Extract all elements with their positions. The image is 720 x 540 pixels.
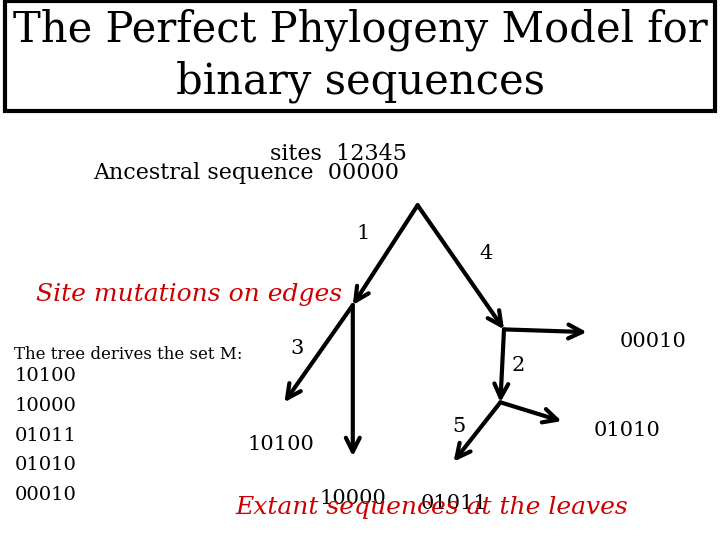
Text: The Perfect Phylogeny Model for
binary sequences: The Perfect Phylogeny Model for binary s…: [13, 8, 707, 103]
Text: Extant sequences at the leaves: Extant sequences at the leaves: [235, 496, 629, 519]
Text: 10000: 10000: [320, 489, 386, 508]
Text: 2: 2: [511, 356, 525, 375]
Text: 01011: 01011: [420, 494, 487, 513]
Text: Site mutations on edges: Site mutations on edges: [36, 283, 342, 306]
Text: 01010: 01010: [594, 421, 661, 440]
Text: 01010: 01010: [14, 456, 76, 474]
Text: 4: 4: [480, 244, 492, 264]
Text: 1: 1: [357, 224, 370, 243]
Text: 00010: 00010: [619, 332, 686, 351]
Text: 3: 3: [290, 339, 304, 358]
Text: 10100: 10100: [14, 367, 76, 385]
Text: 5: 5: [452, 417, 466, 436]
Text: 10000: 10000: [14, 397, 76, 415]
Text: 00010: 00010: [14, 486, 76, 504]
Text: 10100: 10100: [248, 435, 314, 454]
Text: The tree derives the set M:: The tree derives the set M:: [14, 346, 243, 362]
Text: Ancestral sequence  00000: Ancestral sequence 00000: [94, 162, 400, 184]
Text: 01011: 01011: [14, 427, 76, 444]
Text: sites  12345: sites 12345: [270, 143, 407, 165]
